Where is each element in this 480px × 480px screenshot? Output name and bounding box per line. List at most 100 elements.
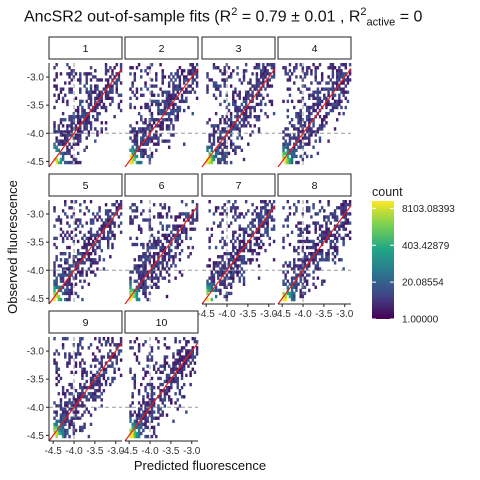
heatmap-cells	[53, 337, 123, 439]
heatmap-cell	[323, 87, 326, 91]
heatmap-cell	[305, 130, 309, 134]
heatmap-cell	[79, 273, 82, 277]
heatmap-cell	[323, 230, 326, 234]
heatmap-cell	[170, 111, 173, 116]
heatmap-cell	[301, 245, 305, 250]
heatmap-cell	[214, 96, 218, 101]
heatmap-cell	[232, 102, 235, 107]
heatmap-cell	[338, 206, 341, 210]
heatmap-cell	[284, 157, 287, 162]
heatmap-cell	[152, 431, 156, 436]
heatmap-cell	[182, 99, 186, 104]
heatmap-cell	[229, 276, 233, 280]
heatmap-cell	[316, 221, 320, 225]
heatmap-cell	[257, 66, 261, 70]
heatmap-cell	[170, 255, 173, 259]
heatmap-cell	[174, 264, 177, 268]
heatmap-cell	[109, 355, 112, 359]
heatmap-cell	[191, 337, 195, 341]
heatmap-cell	[140, 258, 143, 262]
heatmap-cell	[299, 264, 302, 268]
heatmap-cell	[206, 279, 209, 283]
heatmap-cell	[253, 66, 256, 70]
heatmap-cell	[140, 148, 143, 153]
heatmap-cell	[219, 221, 222, 225]
heatmap-cell	[89, 364, 93, 368]
heatmap-cell	[94, 379, 97, 384]
heatmap-cell	[185, 227, 188, 231]
heatmap-cell	[227, 200, 231, 204]
heatmap-cell	[106, 69, 110, 73]
heatmap-cell	[185, 349, 188, 353]
heatmap-cell	[135, 297, 139, 302]
heatmap-cell	[251, 90, 254, 94]
heatmap-cell	[64, 267, 67, 271]
heatmap-cell	[79, 404, 82, 408]
heatmap-cell	[55, 130, 58, 134]
heatmap-cell	[72, 404, 76, 408]
heatmap-cell	[66, 258, 69, 262]
heatmap-cell	[297, 115, 300, 119]
heatmap-cell	[161, 99, 164, 104]
heatmap-cell	[342, 221, 345, 225]
heatmap-cell	[98, 373, 101, 378]
heatmap-cell	[295, 206, 298, 210]
heatmap-cell	[89, 124, 93, 128]
heatmap-cell	[174, 215, 177, 219]
heatmap-cell	[167, 124, 171, 128]
heatmap-cell	[182, 355, 186, 359]
heatmap-cell	[247, 115, 250, 119]
heatmap-cell	[229, 111, 233, 116]
heatmap-cell	[70, 121, 73, 125]
heatmap-cell	[96, 87, 99, 91]
heatmap-cell	[227, 151, 231, 156]
heatmap-cell	[81, 130, 84, 134]
heatmap-cell	[157, 142, 160, 146]
heatmap-cell	[96, 395, 99, 399]
heatmap-cell	[234, 245, 237, 250]
heatmap-cell	[310, 72, 313, 76]
heatmap-cell	[68, 264, 71, 268]
heatmap-cell	[133, 154, 137, 159]
heatmap-cell	[55, 245, 58, 250]
heatmap-cell	[133, 264, 137, 268]
heatmap-cell	[133, 72, 137, 76]
heatmap-cell	[232, 236, 235, 241]
heatmap-cell	[76, 410, 80, 414]
heatmap-cell	[212, 221, 216, 225]
heatmap-cell	[113, 81, 116, 85]
heatmap-cell	[66, 428, 69, 433]
heatmap-cell	[129, 236, 132, 241]
heatmap-cell	[144, 69, 147, 73]
heatmap-cell	[189, 236, 192, 241]
heatmap-cell	[272, 258, 276, 262]
heatmap-cell	[57, 367, 61, 371]
heatmap-cell	[180, 364, 184, 368]
heatmap-cell	[284, 145, 287, 149]
heatmap-cell	[234, 108, 237, 113]
heatmap-cell	[53, 261, 56, 265]
heatmap-cell	[264, 66, 267, 70]
heatmap-cell	[104, 212, 108, 216]
heatmap-cell	[240, 212, 244, 216]
heatmap-cell	[106, 84, 110, 88]
facet-strip-label: 10	[156, 317, 168, 329]
heatmap-cell	[297, 121, 300, 125]
heatmap-cell	[167, 93, 171, 97]
heatmap-cell	[165, 261, 169, 265]
heatmap-cell	[282, 270, 285, 274]
heatmap-cell	[346, 221, 350, 225]
heatmap-cell	[272, 63, 276, 67]
heatmap-cell	[64, 395, 67, 399]
heatmap-cell	[137, 361, 141, 365]
heatmap-cell	[335, 224, 339, 228]
heatmap-cell	[178, 367, 182, 371]
heatmap-cell	[318, 227, 322, 231]
heatmap-cell	[91, 261, 95, 265]
heatmap-cell	[264, 206, 267, 210]
heatmap-cell	[83, 127, 86, 131]
heatmap-cell	[53, 401, 56, 405]
heatmap-cell	[314, 133, 317, 137]
heatmap-cell	[106, 218, 110, 222]
heatmap-cell	[96, 245, 99, 250]
